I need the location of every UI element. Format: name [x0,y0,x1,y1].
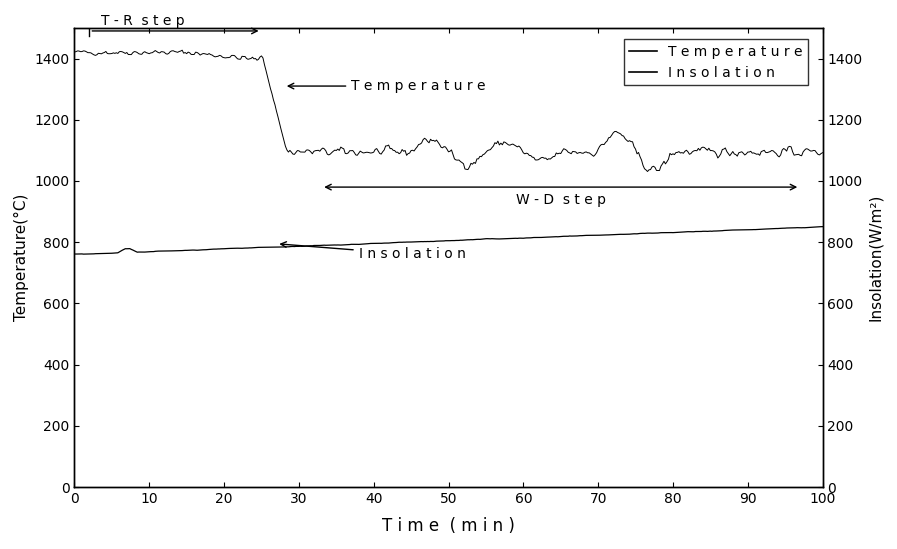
I n s o l a t i o n [562,233,572,239]
I n s o l a t i o n [814,223,825,230]
I n s o l a t i o n [257,244,267,251]
I n s o l a t i o n [343,241,353,248]
T e m p e r a t u r e [692,148,702,154]
T e m p e r a t u r e [817,149,828,156]
T e m p e r a t u r e [642,168,653,175]
Text: W - D  s t e p: W - D s t e p [516,193,605,207]
Line: I n s o l a t i o n: I n s o l a t i o n [74,227,823,254]
Text: T e m p e r a t u r e: T e m p e r a t u r e [288,79,486,93]
T e m p e r a t u r e [177,47,187,53]
Text: T - R  s t e p: T - R s t e p [100,14,184,28]
Line: T e m p e r a t u r e: T e m p e r a t u r e [74,50,823,171]
I n s o l a t i o n [553,233,563,240]
I n s o l a t i o n [78,251,89,257]
Y-axis label: Temperature(°C): Temperature(°C) [13,194,29,321]
T e m p e r a t u r e [553,150,563,157]
Legend: T e m p e r a t u r e, I n s o l a t i o n: T e m p e r a t u r e, I n s o l a t i o… [623,40,808,86]
T e m p e r a t u r e [562,147,572,154]
Y-axis label: Insolation(W/m²): Insolation(W/m²) [868,194,884,321]
X-axis label: T i m e  ( m i n ): T i m e ( m i n ) [382,517,515,535]
I n s o l a t i o n [288,243,299,250]
T e m p e r a t u r e [257,53,267,59]
T e m p e r a t u r e [69,49,80,55]
Text: I n s o l a t i o n: I n s o l a t i o n [281,242,466,261]
I n s o l a t i o n [69,251,80,257]
I n s o l a t i o n [690,228,701,235]
I n s o l a t i o n [817,223,828,230]
T e m p e r a t u r e [288,151,299,158]
T e m p e r a t u r e [343,149,353,156]
